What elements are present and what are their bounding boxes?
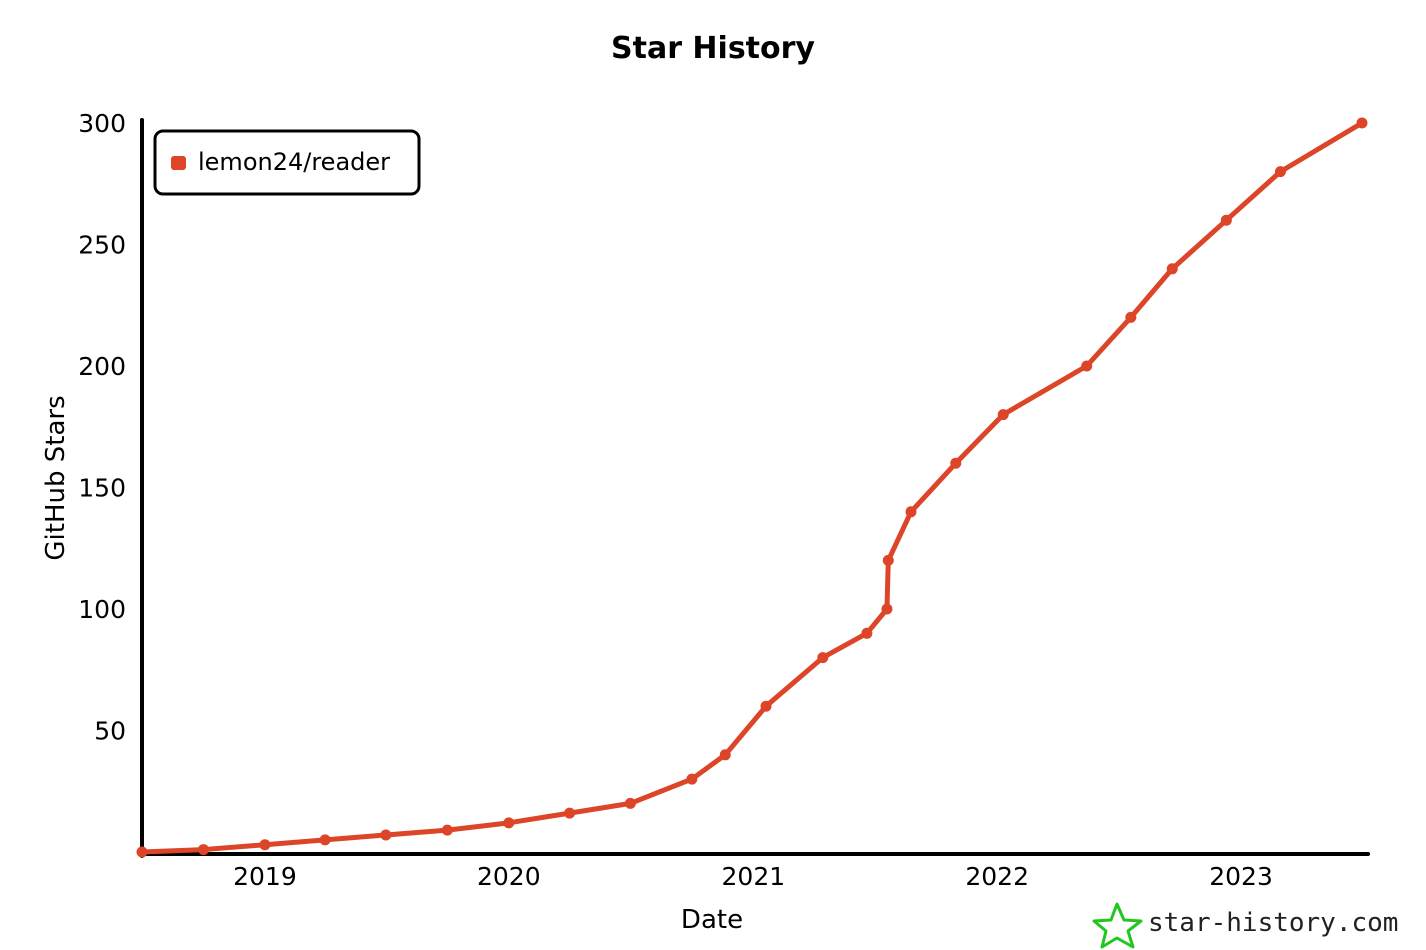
data-point [719,749,731,761]
x-tick-label: 2023 [1209,862,1273,891]
data-point [1125,311,1137,323]
data-point [760,700,772,712]
data-point [1274,166,1286,178]
data-point [1220,214,1232,226]
x-tick-labels: 2019 2020 2021 2022 2023 [233,862,1273,891]
y-tick-label: 250 [78,231,126,260]
data-point [136,846,148,858]
data-point [950,457,962,469]
data-point [686,773,698,785]
star-icon [1092,902,1143,949]
x-tick-label: 2019 [233,862,297,891]
y-axis-label: GitHub Stars [41,395,71,560]
series-layer [136,117,1368,858]
y-tick-label: 150 [78,474,126,503]
legend: lemon24/reader [153,129,421,196]
y-tick-labels: 50 100 150 200 250 300 [78,109,126,746]
legend-series-name: lemon24/reader [198,148,390,176]
y-tick-label: 200 [78,352,126,381]
legend-box [153,129,421,196]
y-tick-label: 100 [78,595,126,624]
data-point [881,603,893,615]
data-point [380,829,392,841]
data-point [259,839,271,851]
data-point [197,844,209,856]
data-point [319,834,331,846]
data-point [882,554,894,566]
watermark: star-history.com [1092,902,1398,949]
data-point [817,652,829,664]
y-tick-label: 50 [94,717,126,746]
data-point [1166,263,1178,275]
x-tick-label: 2022 [965,862,1029,891]
x-tick-label: 2021 [722,862,786,891]
data-point [624,797,636,809]
data-point [441,824,453,836]
watermark-text: star-history.com [1148,908,1398,938]
data-point [861,627,873,639]
data-point [564,807,576,819]
data-point [905,506,917,518]
legend-swatch [171,156,186,170]
data-point [1356,117,1368,129]
y-tick-label: 300 [78,109,126,138]
x-tick-label: 2020 [477,862,541,891]
data-point [997,409,1009,421]
chart-title: Star History [611,31,815,66]
data-point [1081,360,1093,372]
series-line [139,120,1365,855]
data-point [503,817,515,829]
x-axis-label: Date [681,905,743,935]
